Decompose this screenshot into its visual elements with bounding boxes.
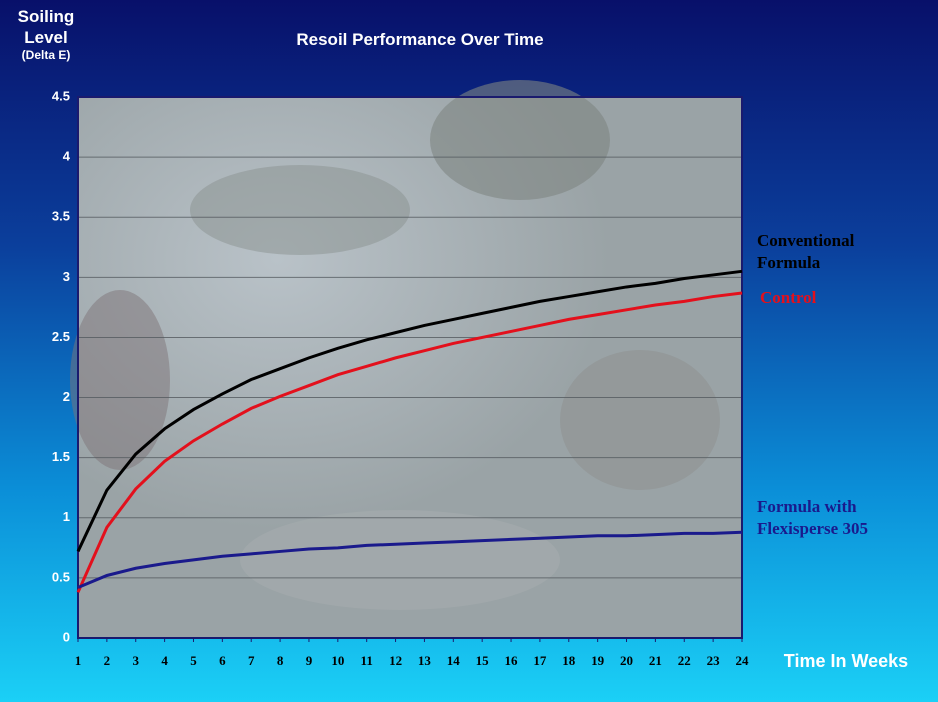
x-tick-label: 16 — [505, 653, 519, 668]
x-tick-label: 5 — [190, 653, 197, 668]
x-tick-label: 9 — [306, 653, 313, 668]
x-axis-label: Time In Weeks — [784, 651, 908, 671]
x-tick-label: 12 — [389, 653, 402, 668]
x-tick-label: 1 — [75, 653, 82, 668]
series-line — [77, 530, 743, 589]
x-tick-label: 10 — [331, 653, 344, 668]
chart-title: Resoil Performance Over Time — [296, 30, 543, 49]
x-tick-label: 4 — [161, 653, 168, 668]
texture — [430, 80, 610, 200]
y-tick-label: 0 — [63, 629, 70, 644]
series-line — [76, 291, 743, 593]
x-tick-label: 7 — [248, 653, 255, 668]
x-tick-label: 17 — [533, 653, 547, 668]
y-tick-label: 2.5 — [52, 329, 70, 344]
x-tick-label: 14 — [447, 653, 461, 668]
series-label: Conventional Formula — [757, 231, 855, 272]
x-tick-label: 13 — [418, 653, 432, 668]
x-tick-label: 8 — [277, 653, 284, 668]
y-tick-label: 1.5 — [52, 449, 70, 464]
x-tick-label: 6 — [219, 653, 226, 668]
x-tick-label: 24 — [736, 653, 750, 668]
x-tick-label: 2 — [104, 653, 111, 668]
y-tick-label: 0.5 — [52, 569, 70, 584]
x-tick-label: 21 — [649, 653, 662, 668]
y-tick-label: 3 — [63, 269, 70, 284]
x-tick-label: 20 — [620, 653, 633, 668]
texture — [240, 510, 560, 610]
x-tick-label: 11 — [361, 653, 373, 668]
series-line — [76, 269, 743, 553]
y-tick-label: 1 — [63, 509, 70, 524]
y-tick-label: 2 — [63, 389, 70, 404]
series-label: Control — [760, 288, 817, 307]
x-tick-label: 19 — [591, 653, 605, 668]
x-tick-label: 23 — [707, 653, 721, 668]
y-tick-label: 4 — [63, 149, 71, 164]
y-axis-note: (Delta E) — [21, 48, 71, 62]
x-tick-label: 18 — [562, 653, 576, 668]
y-axis-label: Soiling Level — [17, 7, 75, 47]
plot-border — [77, 96, 743, 639]
y-tick-label: 3.5 — [52, 209, 70, 224]
x-tick-label: 3 — [132, 653, 139, 668]
x-tick-label: 15 — [476, 653, 490, 668]
x-tick-label: 22 — [678, 653, 691, 668]
texture — [190, 165, 410, 255]
texture — [560, 350, 720, 490]
texture — [70, 290, 170, 470]
y-tick-label: 4.5 — [52, 88, 70, 103]
series-label: Formula with Flexisperse 305 — [757, 497, 868, 538]
